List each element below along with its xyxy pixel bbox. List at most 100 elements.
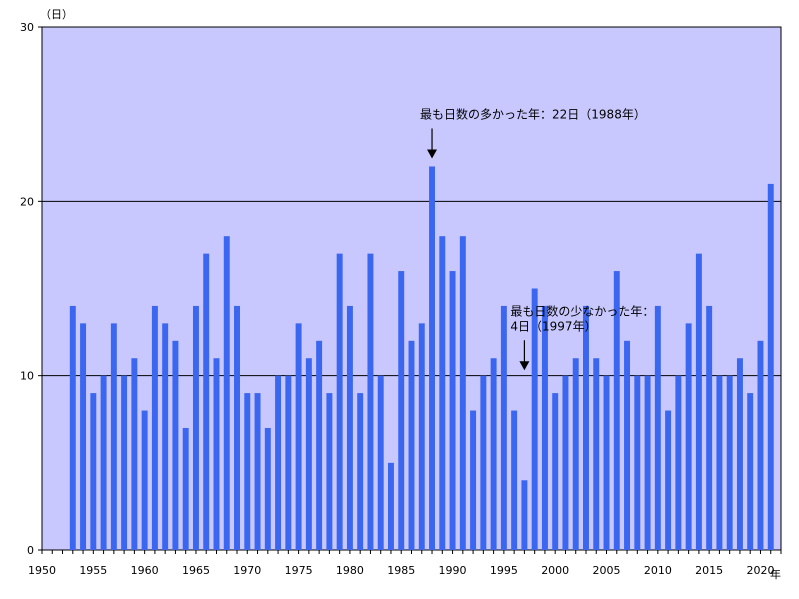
x-tick-label: 1955 [79, 564, 107, 577]
x-tick-label: 1970 [233, 564, 261, 577]
bar-1969 [234, 305, 240, 550]
bar-1964 [182, 427, 189, 550]
bar-1966 [203, 253, 210, 550]
bar-1994 [490, 358, 497, 550]
bar-1953 [69, 305, 76, 550]
x-tick-label: 1965 [182, 564, 210, 577]
bar-1976 [305, 358, 312, 550]
x-tick-label: 2020 [746, 564, 774, 577]
x-axis-label: 年 [770, 567, 781, 581]
bar-1974 [285, 375, 292, 550]
bar-2012 [675, 375, 682, 550]
bar-1959 [131, 358, 138, 550]
bar-2002 [572, 358, 579, 550]
bar-1968 [223, 236, 230, 550]
annotation-text: 最も日数の少なかった年： [510, 303, 654, 318]
bar-2020 [757, 340, 764, 550]
bar-1986 [408, 340, 415, 550]
bar-2001 [562, 375, 569, 550]
bar-1972 [264, 427, 271, 550]
bar-1963 [172, 340, 179, 550]
annotation-arrow-head [519, 361, 530, 371]
x-tick-label: 1995 [490, 564, 518, 577]
annotation-text: 最も日数の多かった年：22日（1988年） [420, 106, 646, 121]
y-tick-label: 30 [20, 21, 34, 34]
annotation-text: 4日（1997年） [510, 319, 596, 333]
x-tick-label: 1950 [28, 564, 56, 577]
bar-1957 [110, 323, 117, 550]
bar-2017 [726, 375, 733, 550]
y-tick-label: 10 [20, 370, 34, 383]
bar-2019 [747, 393, 754, 550]
bar-1985 [398, 271, 405, 550]
bar-2005 [603, 375, 610, 550]
bar-1990 [449, 271, 456, 550]
bar-1980 [346, 305, 353, 550]
bar-2000 [552, 393, 559, 550]
bar-2018 [736, 358, 743, 550]
bar-2004 [593, 358, 600, 550]
bar-series [69, 166, 774, 550]
bar-1965 [192, 305, 199, 550]
bar-1977 [316, 340, 323, 550]
bar-2006 [613, 271, 620, 550]
x-tick-label: 2000 [541, 564, 569, 577]
bar-1971 [254, 393, 261, 550]
annotation-arrow-head [427, 149, 438, 159]
bar-1975 [295, 323, 302, 550]
bar-1989 [439, 236, 446, 550]
bar-2021 [767, 183, 774, 550]
y-tick-label: 0 [27, 544, 34, 557]
bar-2011 [665, 410, 672, 550]
bar-1982 [367, 253, 374, 550]
y-axis: 0 10 20 30 [20, 21, 42, 557]
bar-1995 [500, 305, 507, 550]
bar-2009 [644, 375, 651, 550]
bar-1962 [162, 323, 169, 550]
x-tick-label: 2015 [695, 564, 723, 577]
bar-1967 [213, 358, 220, 550]
bar-1988 [429, 166, 436, 550]
y-axis-label: （日） [40, 8, 73, 21]
bar-1954 [80, 323, 87, 550]
bar-1958 [121, 375, 128, 550]
bar-2008 [634, 375, 641, 550]
bar-2016 [716, 375, 723, 550]
bar-1984 [387, 462, 394, 550]
bar-2007 [624, 340, 631, 550]
bar-2003 [583, 305, 589, 550]
x-tick-label: 1975 [285, 564, 313, 577]
bar-1999 [541, 305, 548, 550]
y-tick-label: 20 [20, 195, 34, 208]
annotations: 最も日数の多かった年：22日（1988年） 最も日数の少なかった年：4日（1997… [420, 106, 654, 371]
x-tick-label: 1990 [439, 564, 467, 577]
bar-1981 [357, 393, 364, 550]
bar-1960 [141, 410, 148, 550]
x-tick-label: 1985 [387, 564, 415, 577]
bar-1998 [531, 288, 538, 550]
bar-1983 [377, 375, 384, 550]
bar-1992 [470, 410, 477, 550]
bar-2015 [706, 305, 713, 550]
bar-1955 [90, 393, 97, 550]
bar-1991 [459, 236, 466, 550]
x-tick-label: 2005 [593, 564, 621, 577]
bar-1956 [100, 375, 107, 550]
bar-2013 [685, 323, 692, 550]
x-axis: 1950 1955 1960 1965 1970 1975 1980 1985 1990 1995… [28, 550, 782, 577]
bar-1978 [326, 393, 333, 550]
bar-1997 [521, 480, 528, 550]
x-tick-label: 1980 [336, 564, 364, 577]
x-tick-label: 2010 [644, 564, 672, 577]
x-tick-label: 1960 [131, 564, 159, 577]
bar-1993 [480, 375, 487, 550]
bar-1979 [336, 253, 343, 550]
bar-1973 [275, 375, 282, 550]
bar-2010 [654, 305, 661, 550]
bar-1987 [418, 323, 425, 550]
bar-1961 [151, 305, 158, 550]
bar-1996 [511, 410, 518, 550]
bar-1970 [244, 393, 251, 550]
bar-2014 [695, 253, 702, 550]
